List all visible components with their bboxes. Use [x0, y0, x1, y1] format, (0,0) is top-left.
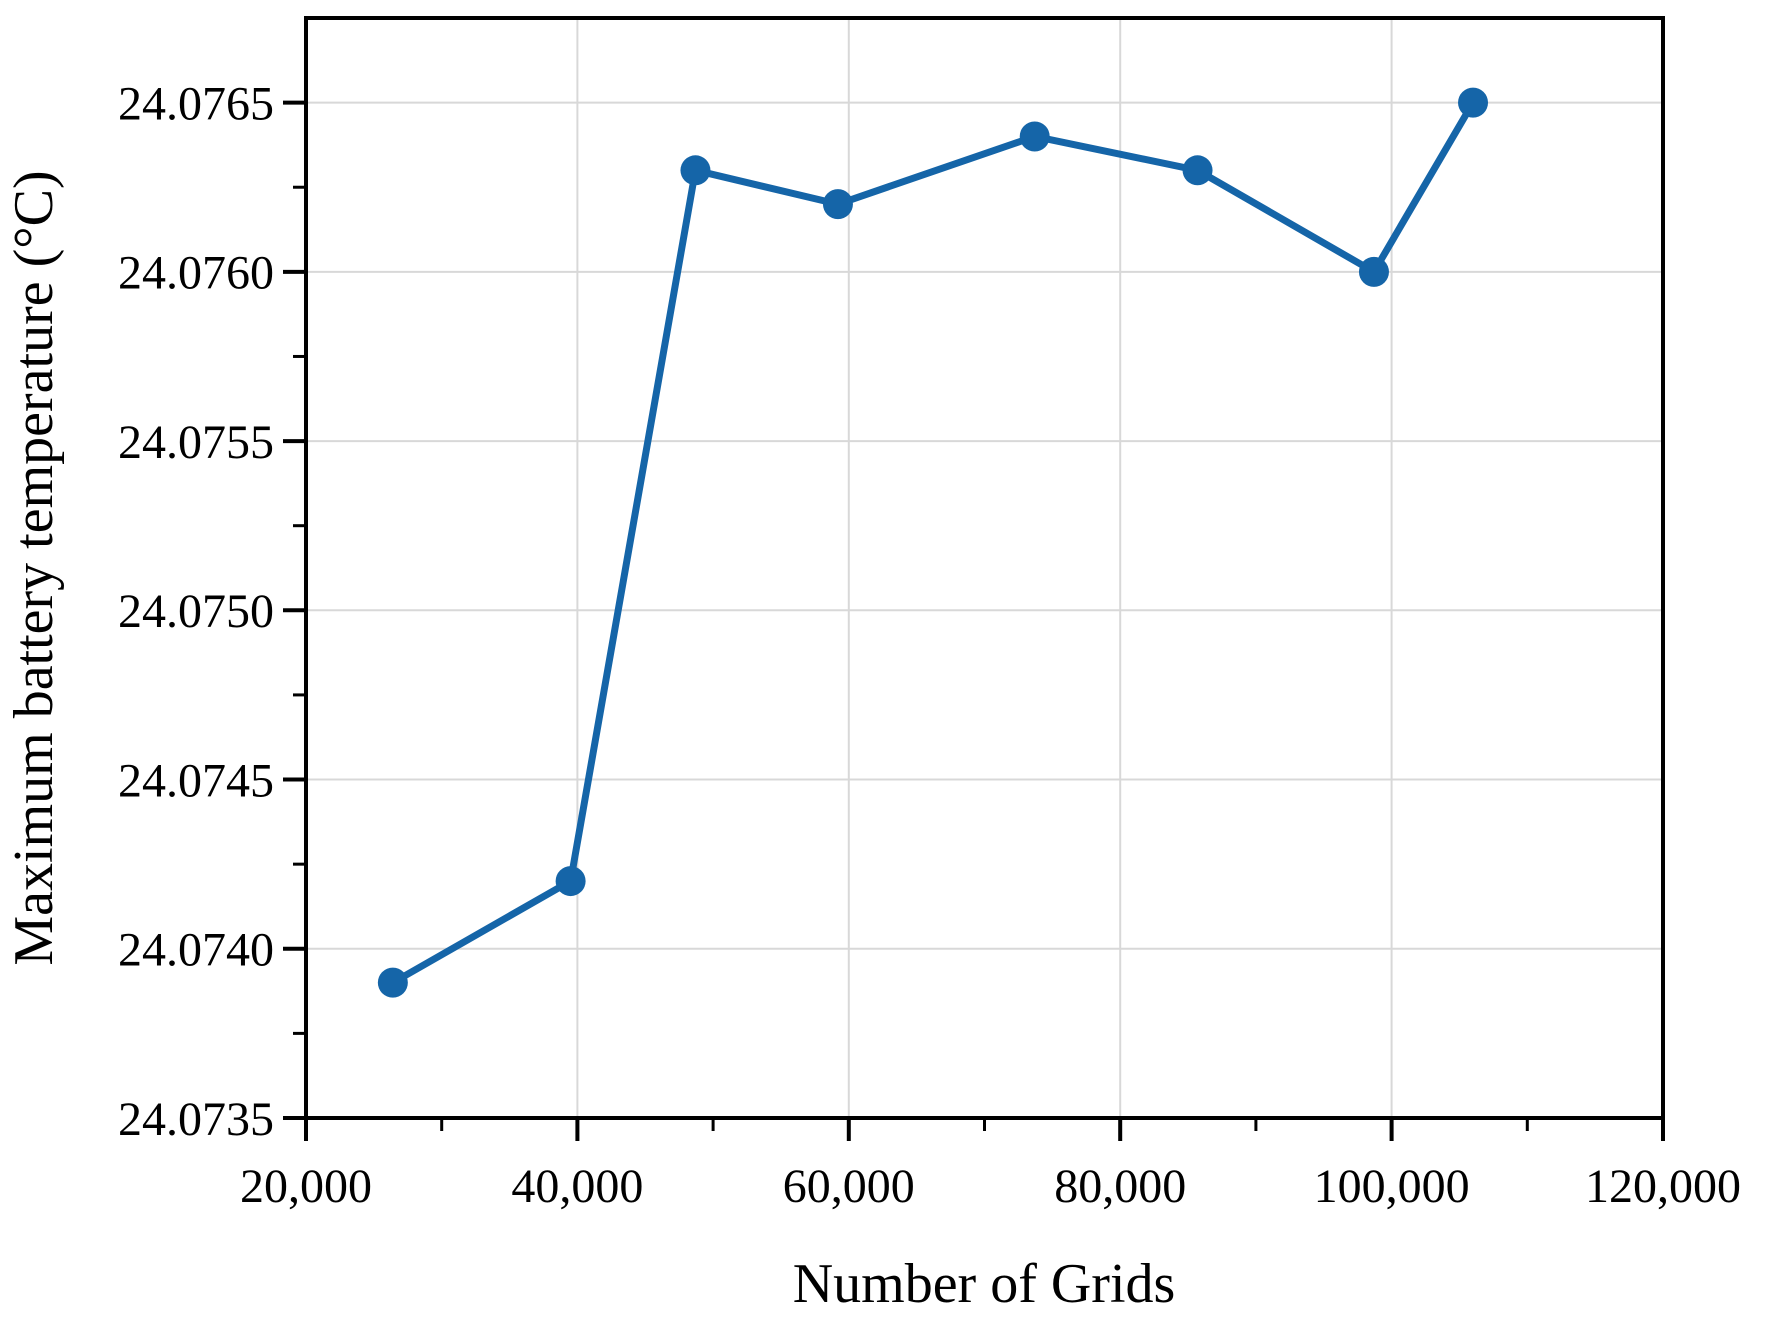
data-point	[555, 866, 586, 897]
x-tick-label: 80,000	[1054, 1160, 1186, 1213]
y-tick-label: 24.0765	[118, 77, 274, 130]
data-point	[1019, 121, 1050, 152]
x-tick-label: 60,000	[783, 1160, 915, 1213]
data-point	[377, 967, 408, 998]
data-point	[822, 189, 853, 220]
series-line	[389, 99, 1477, 987]
y-axis-title: Maximum battery temperature (°C)	[3, 170, 65, 965]
y-tick-label: 24.0740	[118, 924, 274, 977]
data-point	[1182, 155, 1213, 186]
x-axis-title: Number of Grids	[793, 1253, 1176, 1315]
series-layer	[377, 87, 1489, 998]
y-tick-label: 24.0755	[118, 416, 274, 469]
y-tick-label: 24.0760	[118, 247, 274, 300]
y-tick-label: 24.0750	[118, 585, 274, 638]
y-tick-label: 24.0745	[118, 754, 274, 807]
x-tick-label: 20,000	[240, 1160, 372, 1213]
x-tick-label: 100,000	[1314, 1160, 1470, 1213]
data-point	[1458, 87, 1489, 118]
data-point	[680, 155, 711, 186]
x-tick-label: 120,000	[1585, 1160, 1741, 1213]
grid-layer	[305, 18, 1664, 1119]
data-point	[1358, 256, 1389, 287]
plot-box	[304, 16, 1665, 1120]
axis-layer: 20,000 40,000 60,000 80,000 100,000 120,000 24…	[118, 16, 1741, 1213]
y-tick-label: 24.0735	[118, 1093, 274, 1146]
x-tick-label: 40,000	[511, 1160, 643, 1213]
